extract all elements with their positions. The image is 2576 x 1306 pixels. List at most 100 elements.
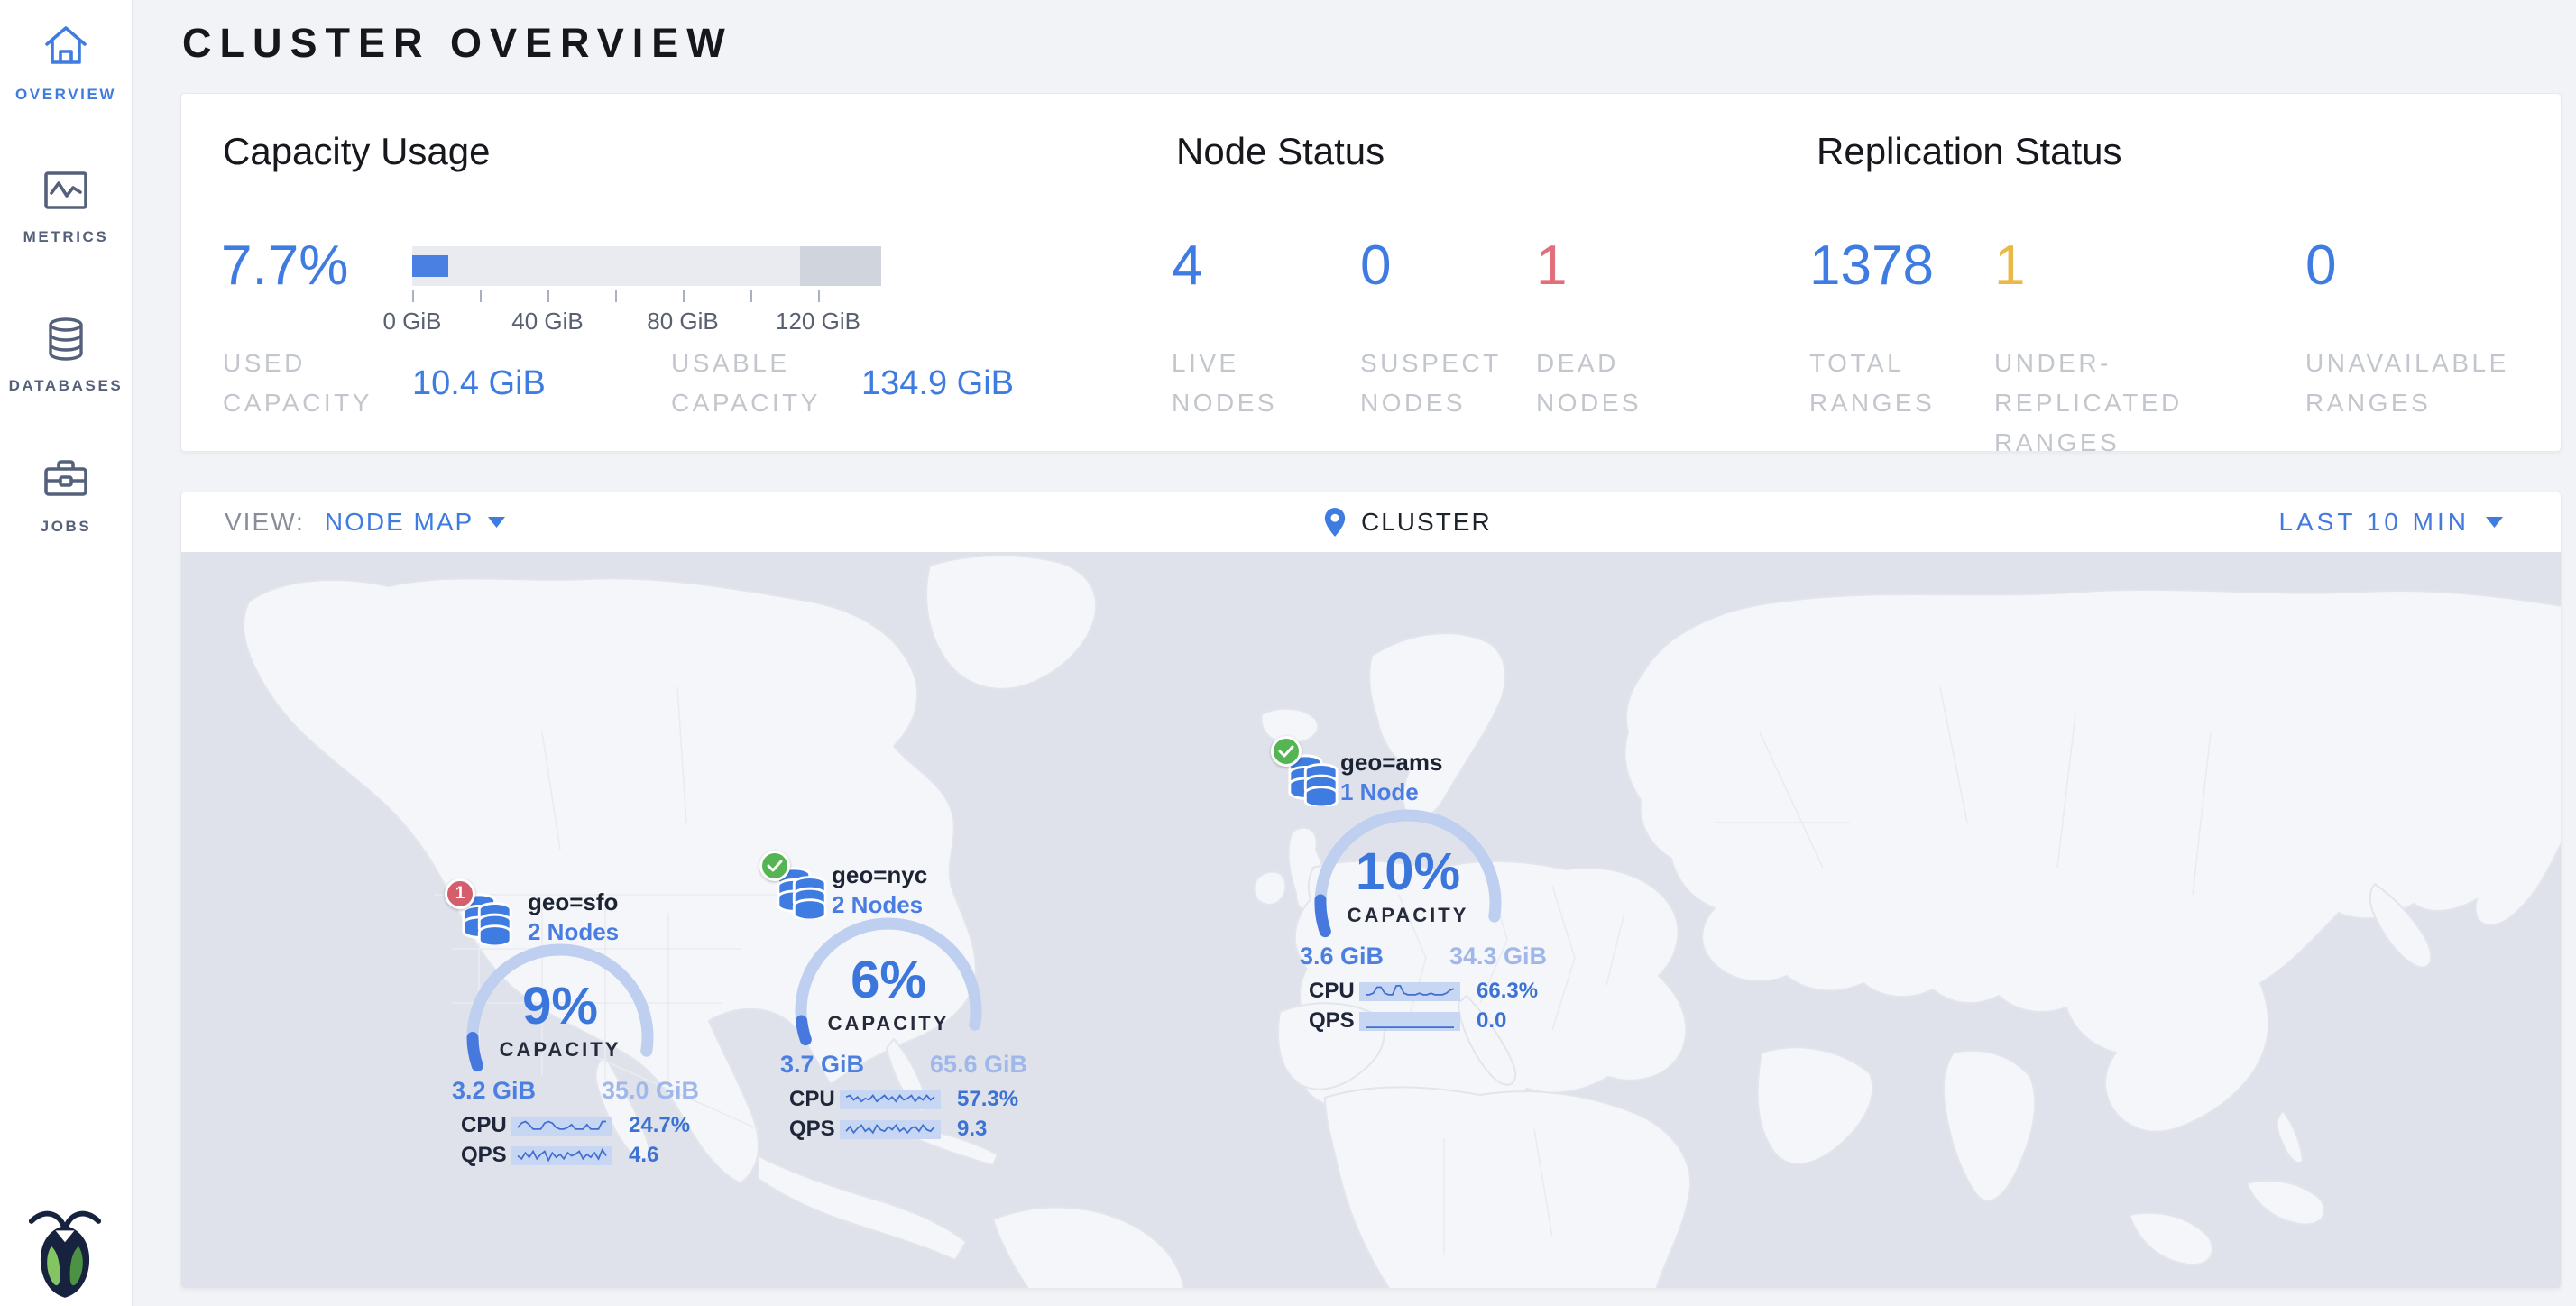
sidebar-item-overview[interactable]: OVERVIEW bbox=[0, 22, 132, 104]
view-label: VIEW: bbox=[225, 508, 305, 536]
axis-tick-label: 0 GiB bbox=[382, 308, 442, 335]
capacity-gauge: 9% CAPACITY 3.2 GiB 35.0 GiB CPU 24.7% bbox=[452, 936, 699, 1167]
live-nodes-count: 4 bbox=[1172, 235, 1203, 297]
gauge-capacity-label: CAPACITY bbox=[827, 1012, 950, 1035]
time-range-dropdown[interactable]: LAST 10 MIN bbox=[2278, 492, 2503, 552]
cpu-row: CPU 24.7% bbox=[461, 1112, 722, 1139]
cpu-row: CPU 66.3% bbox=[1309, 978, 1570, 1005]
cpu-label: CPU bbox=[461, 1113, 507, 1137]
node-status-heading: Node Status bbox=[1176, 130, 1385, 172]
world-map bbox=[243, 555, 2561, 1288]
qps-row: QPS 0.0 bbox=[1309, 1007, 1570, 1035]
view-dropdown[interactable]: NODE MAP bbox=[324, 508, 506, 537]
capacity-usage-heading: Capacity Usage bbox=[223, 130, 491, 172]
cpu-value: 57.3% bbox=[957, 1087, 1019, 1111]
axis-tick-label: 120 GiB bbox=[776, 308, 860, 335]
page-title: CLUSTER OVERVIEW bbox=[182, 20, 733, 66]
axis-tick-label: 80 GiB bbox=[647, 308, 719, 335]
capacity-bar-fill bbox=[412, 255, 449, 277]
locality-ams[interactable]: geo=ams 1 Node 10% CAPACITY 3.6 GiB 34.3… bbox=[1264, 732, 1552, 1048]
qps-sparkline bbox=[840, 1119, 941, 1139]
sidebar-item-label: OVERVIEW bbox=[14, 86, 117, 103]
used-capacity: 3.7 GiB bbox=[780, 1051, 865, 1078]
used-capacity: 3.6 GiB bbox=[1300, 943, 1385, 970]
cpu-sparkline bbox=[511, 1116, 612, 1136]
under-replicated-ranges-count: 1 bbox=[1994, 235, 2026, 297]
total-ranges-count: 1378 bbox=[1809, 235, 1934, 297]
node-map: 1 geo=sfo 2 Nodes 9% bbox=[181, 552, 2561, 1288]
sidebar-item-jobs[interactable]: JOBS bbox=[0, 455, 132, 536]
map-toolbar: VIEW: NODE MAP CLUSTER LAST 10 MIN bbox=[181, 492, 2561, 552]
cpu-value: 66.3% bbox=[1477, 979, 1539, 1003]
locality-name: geo=sfo bbox=[528, 888, 619, 915]
healthy-check-icon bbox=[1271, 736, 1302, 767]
dead-nodes-count: 1 bbox=[1536, 235, 1568, 297]
sidebar-item-databases[interactable]: DATABASES bbox=[0, 317, 132, 395]
node-map-card: VIEW: NODE MAP CLUSTER LAST 10 MIN bbox=[180, 492, 2562, 1289]
capacity-bar bbox=[412, 246, 881, 286]
cpu-sparkline bbox=[840, 1090, 941, 1109]
database-icon bbox=[43, 317, 88, 362]
capacity-bar-axis: 0 GiB 40 GiB 80 GiB 120 GiB bbox=[382, 290, 881, 335]
capacity-bar-reserved-segment bbox=[800, 246, 881, 286]
qps-value: 4.6 bbox=[629, 1143, 659, 1167]
gauge-capacity-label: CAPACITY bbox=[1347, 904, 1469, 926]
capacity-gauge: 10% CAPACITY 3.6 GiB 34.3 GiB CPU 66.3% bbox=[1300, 802, 1547, 1033]
dead-nodes-label: DEAD NODES bbox=[1536, 349, 1642, 417]
gauge-percent: 10% bbox=[1355, 842, 1461, 901]
under-replicated-ranges-label: UNDER-REPLICATED RANGES bbox=[1994, 349, 2183, 456]
total-ranges-label: TOTAL RANGES bbox=[1809, 349, 1936, 417]
live-nodes-label: LIVE NODES bbox=[1172, 349, 1278, 417]
view-dropdown-value: NODE MAP bbox=[324, 508, 474, 536]
suspect-nodes-count: 0 bbox=[1360, 235, 1392, 297]
capacity-used-percent: 7.7% bbox=[221, 235, 349, 297]
locality-node-count: 1 Node bbox=[1340, 778, 1419, 805]
axis-tick-label: 40 GiB bbox=[511, 308, 584, 335]
used-capacity: 3.2 GiB bbox=[452, 1077, 537, 1104]
metrics-icon bbox=[42, 168, 89, 213]
cluster-scope-label: CLUSTER bbox=[1361, 508, 1492, 536]
gauge-capacity-label: CAPACITY bbox=[499, 1038, 621, 1061]
sidebar-item-label: JOBS bbox=[40, 518, 92, 535]
cpu-label: CPU bbox=[789, 1087, 835, 1111]
sidebar-item-metrics[interactable]: METRICS bbox=[0, 168, 132, 246]
replication-status-heading: Replication Status bbox=[1817, 130, 2122, 172]
suspect-nodes-label: SUSPECT NODES bbox=[1360, 349, 1502, 417]
locality-nyc[interactable]: geo=nyc 2 Nodes 6% CAPACITY 3.7 GiB 65.6… bbox=[751, 848, 1040, 1163]
qps-sparkline bbox=[511, 1145, 612, 1165]
cpu-sparkline bbox=[1359, 981, 1460, 1001]
cpu-row: CPU 57.3% bbox=[789, 1086, 1051, 1113]
unavailable-ranges-label: UNAVAILABLE RANGES bbox=[2305, 349, 2509, 417]
total-capacity: 34.3 GiB bbox=[1449, 943, 1547, 970]
sidebar-item-label: METRICS bbox=[23, 228, 109, 245]
locality-name: geo=ams bbox=[1340, 749, 1443, 776]
locality-sfo[interactable]: 1 geo=sfo 2 Nodes 9% bbox=[441, 875, 730, 1191]
chevron-down-icon bbox=[488, 517, 506, 528]
usable-capacity-value: 134.9 GiB bbox=[861, 364, 1014, 402]
total-capacity: 35.0 GiB bbox=[601, 1077, 699, 1104]
briefcase-icon bbox=[41, 455, 90, 502]
used-capacity-value: 10.4 GiB bbox=[412, 364, 546, 402]
used-capacity-label: USED CAPACITY bbox=[223, 349, 373, 417]
qps-row: QPS 4.6 bbox=[461, 1142, 722, 1169]
location-pin-icon bbox=[1324, 508, 1346, 537]
cpu-value: 24.7% bbox=[629, 1113, 691, 1137]
qps-label: QPS bbox=[789, 1117, 835, 1141]
node-stack-icon bbox=[459, 891, 515, 950]
dead-node-badge: 1 bbox=[445, 878, 475, 909]
usable-capacity-label: USABLE CAPACITY bbox=[671, 349, 821, 417]
qps-sparkline bbox=[1359, 1011, 1460, 1031]
total-capacity: 65.6 GiB bbox=[929, 1051, 1027, 1078]
cpu-label: CPU bbox=[1309, 979, 1355, 1003]
chevron-down-icon bbox=[2486, 517, 2503, 528]
unavailable-ranges-count: 0 bbox=[2305, 235, 2337, 297]
cockroachdb-logo bbox=[28, 1209, 102, 1303]
healthy-check-icon bbox=[759, 851, 790, 881]
sidebar: OVERVIEW METRICS DATABASES bbox=[0, 0, 133, 1306]
locality-name: geo=nyc bbox=[832, 861, 928, 888]
qps-label: QPS bbox=[461, 1143, 507, 1167]
sidebar-item-label: DATABASES bbox=[8, 377, 124, 394]
cluster-summary-card: Capacity Usage 7.7% 0 GiB 40 GiB 80 GiB … bbox=[180, 93, 2562, 456]
locality-node-count: 2 Nodes bbox=[528, 918, 620, 945]
